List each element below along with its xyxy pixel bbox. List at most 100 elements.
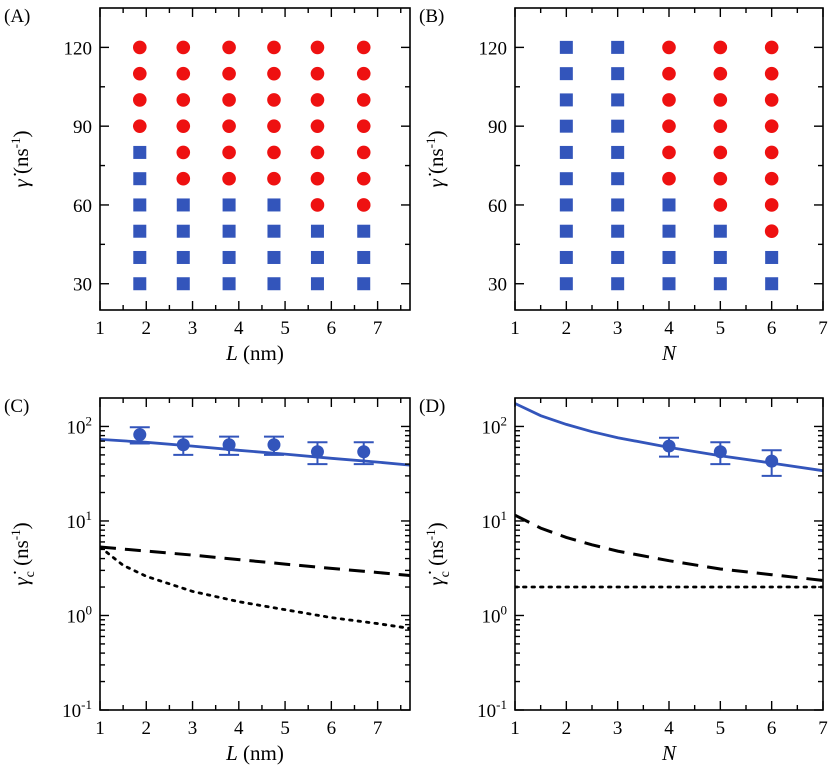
marker-circle-unstable	[713, 171, 728, 186]
marker-circle-unstable	[132, 66, 147, 81]
series-line-dotted	[100, 545, 410, 630]
data-point	[713, 445, 727, 459]
marker-square-stable	[559, 224, 573, 238]
y-tick-label: 90	[488, 117, 507, 138]
x-tick-label: 6	[767, 318, 777, 339]
marker-circle-unstable	[310, 171, 325, 186]
y-axis-close: )	[9, 130, 33, 137]
marker-circle-unstable	[713, 145, 728, 160]
x-tick-label: 1	[95, 318, 105, 339]
marker-circle-unstable	[356, 93, 371, 107]
series-line-dashed	[100, 545, 410, 577]
y-axis-label: γ̇c (ns-1)	[8, 522, 38, 585]
plot-frame	[99, 7, 411, 311]
y-tick-label: 10-1	[477, 697, 507, 722]
x-tick-label: 6	[327, 718, 337, 739]
marker-square-stable	[222, 250, 236, 264]
marker-square-stable	[611, 40, 625, 54]
marker-circle-unstable	[310, 66, 325, 81]
y-axis-label: γ̇c (ns-1)	[423, 522, 453, 585]
marker-square-stable	[267, 277, 281, 291]
y-tick-label-base: 10	[477, 701, 496, 722]
marker-circle-unstable	[764, 224, 779, 239]
marker-circle-unstable	[176, 145, 191, 160]
marker-circle-unstable	[310, 93, 325, 107]
marker-circle-unstable	[176, 119, 191, 133]
y-tick-label: 60	[488, 196, 507, 217]
x-tick-label: 4	[664, 718, 674, 739]
y-tick-label-exp: 2	[501, 413, 508, 428]
marker-square-stable	[133, 198, 147, 212]
marker-square-stable	[357, 224, 371, 238]
y-tick-label-exp: 2	[86, 413, 93, 428]
marker-square-stable	[310, 224, 324, 238]
y-tick-label: 30	[488, 275, 507, 296]
marker-square-stable	[765, 277, 779, 291]
x-tick-label: 7	[373, 318, 383, 339]
x-axis-var: N	[661, 341, 677, 365]
marker-circle-unstable	[764, 171, 779, 186]
marker-circle-unstable	[764, 119, 779, 133]
x-axis-label: N	[661, 741, 677, 765]
x-axis-unit: (nm)	[238, 341, 284, 365]
marker-square-stable	[222, 198, 236, 212]
marker-square-stable	[559, 250, 573, 264]
marker-circle-unstable	[267, 40, 281, 55]
marker-circle-unstable	[662, 40, 676, 55]
x-tick-label: 7	[818, 718, 828, 739]
x-axis-label: L (nm)	[225, 341, 284, 365]
data-point	[310, 445, 324, 459]
x-tick-label: 1	[510, 318, 520, 339]
marker-square-stable	[611, 93, 625, 107]
y-tick-label-exp: 1	[86, 508, 93, 523]
y-axis-close: )	[424, 522, 448, 529]
marker-square-stable	[611, 250, 625, 264]
y-tick-label: 100	[67, 602, 93, 627]
y-axis-label: γ̇ (ns-1)	[8, 130, 33, 187]
marker-circle-unstable	[176, 93, 191, 107]
marker-square-stable	[176, 198, 190, 212]
y-axis-exp: -1	[423, 137, 438, 148]
marker-square-stable	[559, 277, 573, 291]
y-tick-label: 120	[479, 38, 508, 59]
marker-circle-unstable	[662, 93, 676, 107]
marker-square-stable	[559, 198, 573, 212]
y-tick-label: 100	[482, 602, 508, 627]
marker-square-stable	[611, 198, 625, 212]
x-axis-var: L	[225, 741, 238, 765]
marker-square-stable	[559, 119, 573, 133]
marker-square-stable	[133, 250, 147, 264]
x-tick-label: 4	[664, 318, 674, 339]
series-unstable	[662, 40, 779, 239]
y-axis-sub: c	[23, 571, 38, 577]
marker-square-stable	[559, 93, 573, 107]
marker-circle-unstable	[222, 119, 236, 133]
errorbar-series	[129, 426, 374, 466]
panel-label: (C)	[4, 396, 29, 417]
data-point	[133, 428, 147, 442]
y-axis-exp: -1	[8, 529, 23, 540]
x-tick-label: 7	[373, 718, 383, 739]
marker-square-stable	[662, 250, 676, 264]
marker-circle-unstable	[310, 40, 325, 55]
marker-circle-unstable	[356, 198, 371, 212]
marker-circle-unstable	[310, 198, 325, 212]
series-stable	[133, 145, 371, 291]
y-tick-label: 60	[73, 196, 92, 217]
x-tick-label: 5	[716, 318, 726, 339]
marker-square-stable	[176, 277, 190, 291]
y-axis-close: )	[424, 130, 448, 137]
x-tick-label: 2	[562, 318, 572, 339]
marker-square-stable	[267, 250, 281, 264]
marker-circle-unstable	[356, 145, 371, 160]
errorbar-series	[659, 436, 782, 477]
x-axis-unit: (nm)	[238, 741, 284, 765]
data-point	[176, 438, 190, 452]
marker-circle-unstable	[310, 145, 325, 160]
y-tick-label-exp: -1	[81, 697, 92, 712]
marker-square-stable	[133, 145, 147, 159]
y-tick-label: 102	[482, 413, 508, 438]
panel-label: (A)	[4, 6, 30, 27]
y-axis-close: )	[9, 522, 33, 529]
